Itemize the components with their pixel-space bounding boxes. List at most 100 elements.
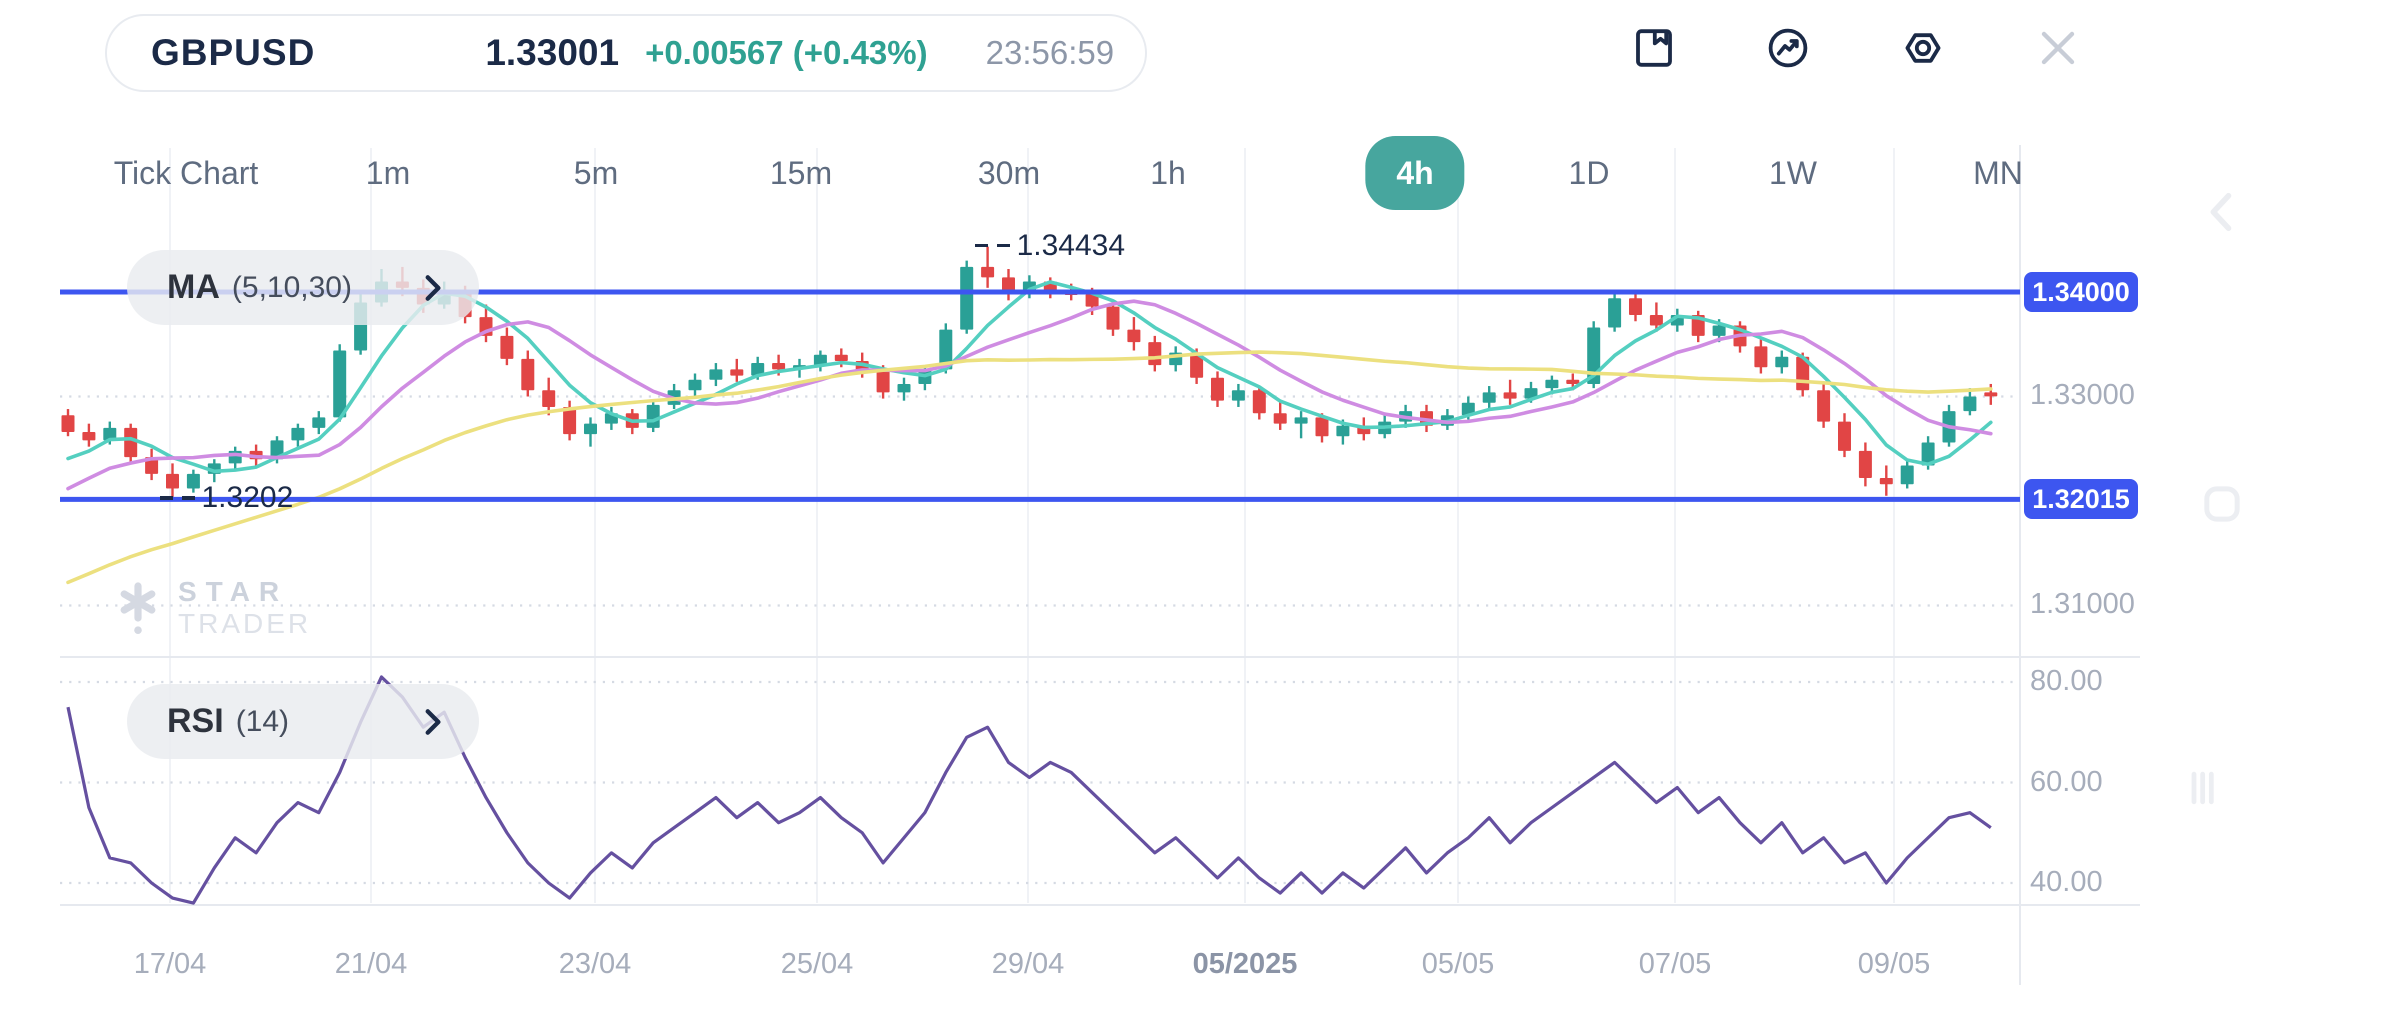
candle-body [1858, 450, 1872, 479]
watermark-line2: TRADER [178, 608, 312, 639]
candle-body [876, 371, 890, 393]
candle-body [1336, 425, 1350, 437]
tab-30m[interactable]: 30m [977, 154, 1041, 191]
candle-body [1315, 417, 1329, 437]
price-axis-label: 1.31000 [2030, 587, 2135, 620]
tab-1m[interactable]: 1m [365, 154, 411, 191]
bookmark-icon[interactable] [1630, 24, 1678, 72]
candle-body [1231, 390, 1245, 401]
candle-body [981, 266, 995, 278]
moving-averages-layer [66, 280, 1993, 585]
candle-body [124, 427, 138, 458]
candle-body [1127, 329, 1141, 343]
candle-body [813, 354, 827, 366]
candle-body [563, 406, 577, 435]
candle-body [1211, 377, 1224, 401]
rsi-axis-label: 40.00 [2030, 866, 2103, 898]
high-price-value: 1.34434 [1016, 228, 1126, 262]
drag-handle-bars-icon[interactable] [2176, 762, 2228, 819]
candle-body [291, 427, 305, 441]
tab-15m[interactable]: 15m [769, 154, 833, 191]
candle-body [1190, 352, 1204, 378]
candle-body [1524, 388, 1538, 399]
candle-body [646, 404, 660, 428]
candle-body [542, 390, 556, 407]
candle-body [1984, 392, 1998, 397]
close-icon[interactable] [2034, 24, 2082, 72]
tab-1w[interactable]: 1W [1769, 154, 1817, 191]
candle-body [1817, 390, 1831, 422]
date-tick-label: 17/04 [133, 948, 207, 980]
candle-body [1900, 465, 1914, 485]
rsi-axis-label: 60.00 [2030, 765, 2103, 798]
chevron-right-icon [415, 271, 449, 305]
tab-4h-active[interactable]: 4h [1365, 136, 1465, 210]
rsi-layer [66, 675, 1992, 905]
candle-body [1879, 478, 1893, 485]
candle-body [82, 432, 96, 441]
candle-body [186, 473, 200, 489]
candle-body [333, 350, 347, 418]
star-trader-watermark: STAR TRADER [112, 576, 311, 640]
tab-5m[interactable]: 5m [573, 154, 619, 191]
candle-body [1608, 298, 1622, 328]
date-tick-label: 25/04 [780, 948, 854, 980]
rsi-indicator-name: RSI [167, 702, 224, 740]
market-trend-icon[interactable] [1764, 24, 1812, 72]
annotation-dash [974, 243, 1012, 248]
watermark-line1: STAR [178, 576, 289, 607]
candle-body [1294, 417, 1308, 424]
candle-body [1148, 342, 1162, 366]
tab-1h[interactable]: 1h [1150, 154, 1186, 191]
candle-body [1712, 325, 1726, 336]
candle-body [1566, 379, 1580, 384]
candle-body [521, 358, 535, 391]
candle-body [1106, 306, 1120, 330]
ma-indicator-pill[interactable]: MA (5,10,30) [127, 250, 479, 325]
candle-body [709, 369, 723, 380]
date-tick-label: 29/04 [991, 948, 1065, 980]
candle-body [960, 266, 974, 330]
candle-body [1002, 277, 1015, 292]
candle-body [1587, 327, 1601, 384]
candle-body [584, 423, 597, 435]
tab-mn[interactable]: MN [1973, 154, 2023, 191]
rsi-indicator-pill[interactable]: RSI (14) [127, 684, 479, 759]
tab-1d[interactable]: 1D [1568, 154, 1610, 191]
candle-body [1273, 413, 1287, 424]
candle-body [751, 363, 765, 376]
candle-body [688, 379, 702, 391]
annotation-dash [159, 496, 197, 500]
ma-indicator-params: (5,10,30) [231, 270, 352, 304]
candle-body [166, 473, 179, 489]
candle-body [897, 383, 911, 393]
candle-body [500, 335, 514, 359]
ma-10-line [66, 299, 1993, 491]
last-price: 1.33001 [485, 32, 620, 73]
candle-body [1921, 442, 1935, 466]
ma-5-line [66, 280, 1993, 474]
candle-body [1838, 421, 1851, 451]
date-tick-label: 05/05 [1421, 948, 1495, 980]
candle-body [1252, 390, 1266, 414]
date-tick-label: 09/05 [1857, 948, 1931, 980]
price-axis-label: 1.33000 [2030, 378, 2135, 411]
chevron-left-icon[interactable] [2196, 186, 2248, 243]
price-level-badge: 1.34000 [2024, 272, 2138, 312]
rsi-line [66, 675, 1992, 905]
settings-icon[interactable] [1899, 24, 1947, 72]
server-time: 23:56:59 [985, 34, 1115, 71]
date-tick-label: 07/05 [1638, 948, 1712, 980]
candle-body [1754, 346, 1768, 368]
symbol-header[interactable]: GBPUSD 1.33001 +0.00567 (+0.43%) 23:56:5… [105, 14, 1147, 92]
tab-tick-chart[interactable]: Tick Chart [113, 154, 259, 191]
date-tick-label: 23/04 [558, 948, 632, 980]
candle-body [772, 363, 786, 370]
candle-body [1963, 396, 1977, 412]
low-price-annotation: 1.3202 [159, 481, 293, 515]
rounded-square-icon[interactable] [2196, 478, 2248, 535]
candle-body [1085, 294, 1099, 307]
rsi-indicator-params: (14) [235, 704, 290, 738]
